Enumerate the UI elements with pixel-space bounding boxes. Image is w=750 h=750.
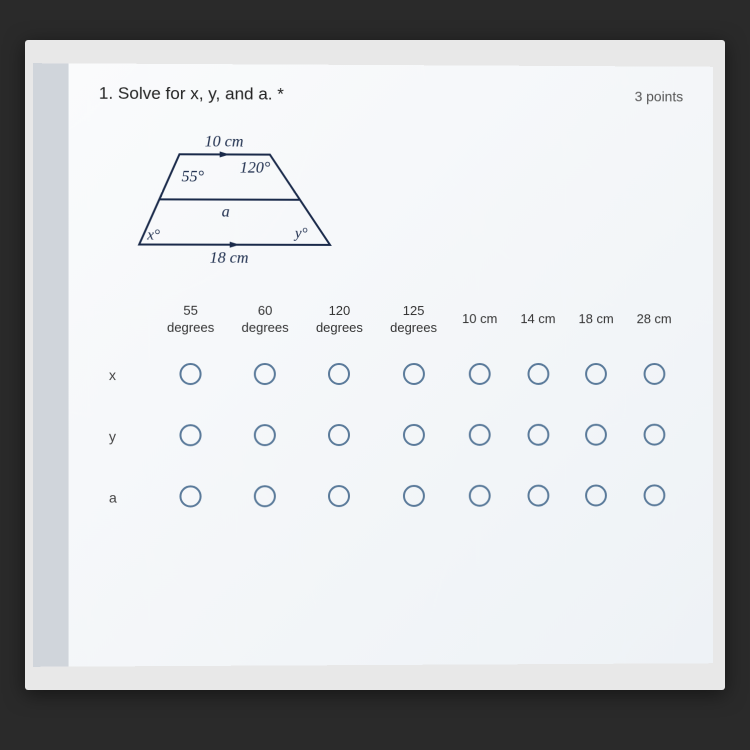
answer-grid: 55degrees 60degrees 120degrees 125degree… bbox=[99, 295, 683, 529]
radio-a-28cm[interactable] bbox=[643, 484, 665, 506]
col-header: 55degrees bbox=[153, 295, 228, 345]
radio-x-60[interactable] bbox=[254, 363, 276, 385]
radio-y-120[interactable] bbox=[328, 424, 350, 446]
grid-row-a: a bbox=[99, 466, 683, 528]
radio-y-10cm[interactable] bbox=[469, 424, 491, 446]
angle-y: y° bbox=[293, 226, 308, 242]
col-header: 60degrees bbox=[228, 295, 302, 345]
col-header: 10 cm bbox=[451, 295, 509, 345]
radio-a-14cm[interactable] bbox=[527, 484, 549, 506]
question-prompt: Solve for x, y, and a. * bbox=[118, 84, 284, 104]
radio-a-120[interactable] bbox=[328, 485, 350, 507]
radio-a-125[interactable] bbox=[403, 485, 425, 507]
radio-x-28cm[interactable] bbox=[643, 363, 665, 385]
radio-a-60[interactable] bbox=[254, 485, 276, 507]
radio-y-55[interactable] bbox=[180, 424, 202, 446]
col-header: 125degrees bbox=[377, 295, 451, 345]
grid-row-y: y bbox=[99, 406, 683, 468]
radio-x-14cm[interactable] bbox=[527, 363, 549, 385]
mid-a: a bbox=[222, 204, 230, 221]
grid-row-x: x bbox=[99, 345, 683, 406]
row-label-y: y bbox=[99, 406, 153, 467]
radio-a-55[interactable] bbox=[180, 485, 202, 507]
radio-x-125[interactable] bbox=[403, 363, 425, 385]
grid-header-row: 55degrees 60degrees 120degrees 125degree… bbox=[99, 295, 683, 345]
radio-y-60[interactable] bbox=[254, 424, 276, 446]
question-content: 1. Solve for x, y, and a. * 3 points 10 bbox=[69, 63, 713, 666]
top-side-label: 10 cm bbox=[205, 133, 244, 150]
bottom-side-label: 18 cm bbox=[210, 250, 249, 265]
question-header: 1. Solve for x, y, and a. * 3 points bbox=[99, 84, 683, 107]
radio-a-10cm[interactable] bbox=[469, 485, 491, 507]
trapezoid-diagram: 10 cm 120° 55° a x° y° 18 cm bbox=[119, 124, 683, 271]
angle-120: 120° bbox=[240, 160, 271, 177]
row-label-a: a bbox=[99, 467, 153, 528]
radio-x-18cm[interactable] bbox=[585, 363, 607, 385]
angle-55: 55° bbox=[181, 168, 204, 185]
radio-y-125[interactable] bbox=[403, 424, 425, 446]
radio-x-55[interactable] bbox=[180, 363, 202, 385]
question-number: 1. bbox=[99, 84, 113, 103]
angle-x: x° bbox=[146, 227, 160, 243]
radio-a-18cm[interactable] bbox=[585, 484, 607, 506]
left-margin-strip bbox=[33, 63, 68, 667]
photo-frame: 1. Solve for x, y, and a. * 3 points 10 bbox=[25, 40, 725, 690]
row-label-x: x bbox=[99, 345, 153, 406]
col-header: 28 cm bbox=[625, 295, 683, 345]
col-header: 120degrees bbox=[302, 295, 376, 345]
radio-x-10cm[interactable] bbox=[469, 363, 491, 385]
screen-area: 1. Solve for x, y, and a. * 3 points 10 bbox=[33, 63, 713, 667]
col-header: 14 cm bbox=[509, 295, 567, 345]
points-label: 3 points bbox=[635, 88, 684, 104]
grid-corner-empty bbox=[99, 295, 153, 345]
question-text: 1. Solve for x, y, and a. * bbox=[99, 84, 284, 105]
radio-y-14cm[interactable] bbox=[527, 424, 549, 446]
col-header: 18 cm bbox=[567, 295, 625, 345]
radio-x-120[interactable] bbox=[328, 363, 350, 385]
radio-y-18cm[interactable] bbox=[585, 424, 607, 446]
radio-y-28cm[interactable] bbox=[643, 423, 665, 445]
